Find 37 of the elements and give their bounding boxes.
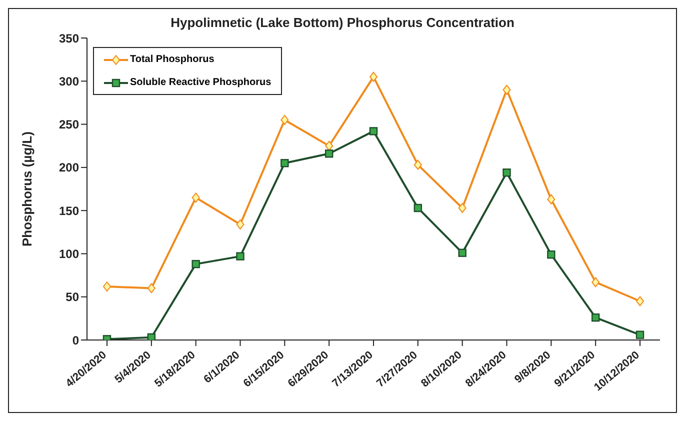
y-tick-label: 150 xyxy=(58,204,80,218)
point xyxy=(325,140,334,151)
point xyxy=(591,313,600,322)
point xyxy=(147,333,156,340)
y-axis-title: Phosphorus (µg/L) xyxy=(20,131,35,247)
point xyxy=(236,219,244,230)
y-tick-label: 0 xyxy=(72,333,80,348)
y-tick-label: 300 xyxy=(58,74,80,88)
point xyxy=(236,252,244,260)
point xyxy=(324,150,334,158)
point xyxy=(414,160,422,170)
point xyxy=(547,250,556,259)
point xyxy=(502,84,511,95)
y-tick-label: 50 xyxy=(66,290,80,304)
point xyxy=(636,296,644,306)
point xyxy=(414,204,422,212)
point xyxy=(192,260,200,268)
y-tick-label: 350 xyxy=(58,31,80,46)
y-tick-label: 200 xyxy=(58,160,80,175)
point xyxy=(636,330,644,339)
legend-label: Soluble Reactive Phosphorus xyxy=(130,77,272,88)
point xyxy=(103,282,111,292)
y-tick-label: 100 xyxy=(58,246,80,261)
chart-title: Hypolimnetic (Lake Bottom) Phosphorus Concentration xyxy=(170,15,516,30)
point xyxy=(370,72,378,82)
point xyxy=(502,168,511,177)
point xyxy=(280,114,289,125)
point xyxy=(369,127,378,136)
point xyxy=(547,194,556,204)
point xyxy=(192,192,200,203)
point xyxy=(592,277,600,288)
point xyxy=(458,202,466,213)
y-tick-label: 250 xyxy=(58,118,80,132)
point xyxy=(280,159,289,168)
point xyxy=(147,283,156,294)
point xyxy=(458,248,466,257)
legend-label: Total Phosphorus xyxy=(130,54,214,65)
